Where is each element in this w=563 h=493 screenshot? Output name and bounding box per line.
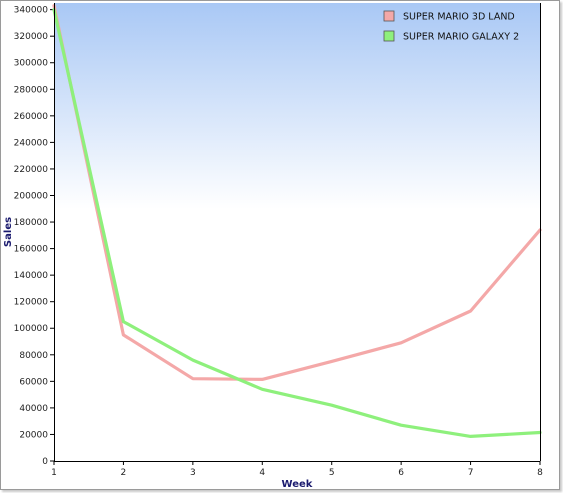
y-tick-label: 300000 xyxy=(14,59,49,69)
x-tick-label: 8 xyxy=(537,468,543,478)
x-tick-label: 1 xyxy=(51,468,57,478)
y-tick-label: 100000 xyxy=(14,324,49,334)
legend-swatch xyxy=(383,30,395,42)
y-tick-label: 60000 xyxy=(19,377,48,387)
y-axis-ticks: 0 20000 40000 60000 80000 100000 120000 140000 1… xyxy=(14,6,54,467)
y-tick-label: 240000 xyxy=(14,138,49,148)
legend: SUPER MARIO 3D LAND SUPER MARIO GALAXY 2 xyxy=(383,10,519,43)
x-tick-label: 2 xyxy=(121,468,127,478)
y-tick-label: 20000 xyxy=(19,430,48,440)
x-axis-title: Week xyxy=(282,479,313,489)
x-tick-label: 5 xyxy=(329,468,335,478)
y-tick-label: 320000 xyxy=(14,32,49,42)
x-tick-label: 3 xyxy=(190,468,196,478)
y-tick-label: 260000 xyxy=(14,112,49,122)
y-tick-label: 40000 xyxy=(19,404,48,414)
y-axis-title: Sales xyxy=(3,217,14,247)
series-line-1 xyxy=(52,8,542,438)
y-tick-label: 120000 xyxy=(14,298,49,308)
plot-background xyxy=(54,3,540,461)
x-tick-label: 6 xyxy=(398,468,404,478)
x-axis-ticks: 1 2 3 4 5 6 7 8 xyxy=(51,461,543,478)
y-tick-label: 340000 xyxy=(14,6,49,16)
y-tick-label: 180000 xyxy=(14,218,49,228)
x-tick-label: 4 xyxy=(259,468,265,478)
y-tick-label: 160000 xyxy=(14,245,49,255)
y-tick-label: 280000 xyxy=(14,85,49,95)
y-tick-label: 140000 xyxy=(14,271,49,281)
legend-label: SUPER MARIO 3D LAND xyxy=(403,12,515,23)
x-tick-label: 7 xyxy=(468,468,474,478)
y-tick-label: 80000 xyxy=(19,351,48,361)
series-layer xyxy=(52,4,542,438)
series-line-0 xyxy=(52,4,542,381)
y-tick-label: 0 xyxy=(42,457,48,467)
legend-swatch xyxy=(383,10,395,22)
legend-label: SUPER MARIO GALAXY 2 xyxy=(403,32,519,43)
y-tick-label: 200000 xyxy=(14,191,49,201)
y-tick-label: 220000 xyxy=(14,165,49,175)
